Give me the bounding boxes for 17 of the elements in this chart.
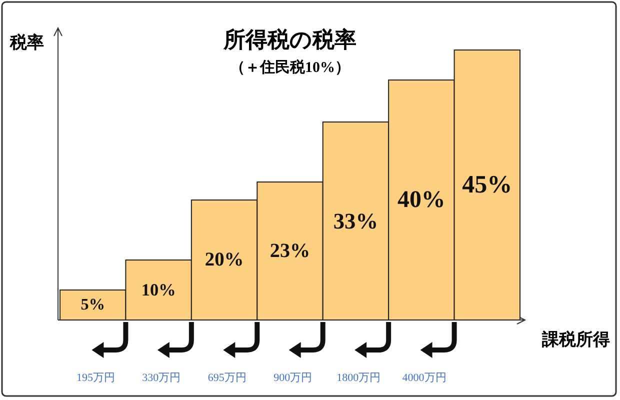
data-label: 5% — [80, 296, 105, 314]
text: 195万円 — [76, 372, 115, 384]
data-label: 40% — [398, 187, 446, 213]
text: 1800万円 — [336, 372, 381, 384]
chart-title: 所得税の税率 — [222, 27, 356, 52]
data-label: 10% — [141, 280, 176, 300]
data-label: 23% — [270, 240, 310, 262]
y-axis-title: 税率 — [9, 33, 44, 52]
data-label: 20% — [204, 250, 244, 270]
text: （＋住民税10%） — [230, 59, 350, 76]
data-label: 45% — [462, 172, 512, 198]
text: 900万円 — [274, 372, 312, 384]
text: 695万円 — [208, 372, 246, 384]
x-axis-title: 課税所得 — [541, 330, 610, 349]
text: 4000万円 — [402, 372, 446, 384]
text: 330万円 — [142, 372, 181, 384]
data-label: 33% — [333, 208, 378, 234]
